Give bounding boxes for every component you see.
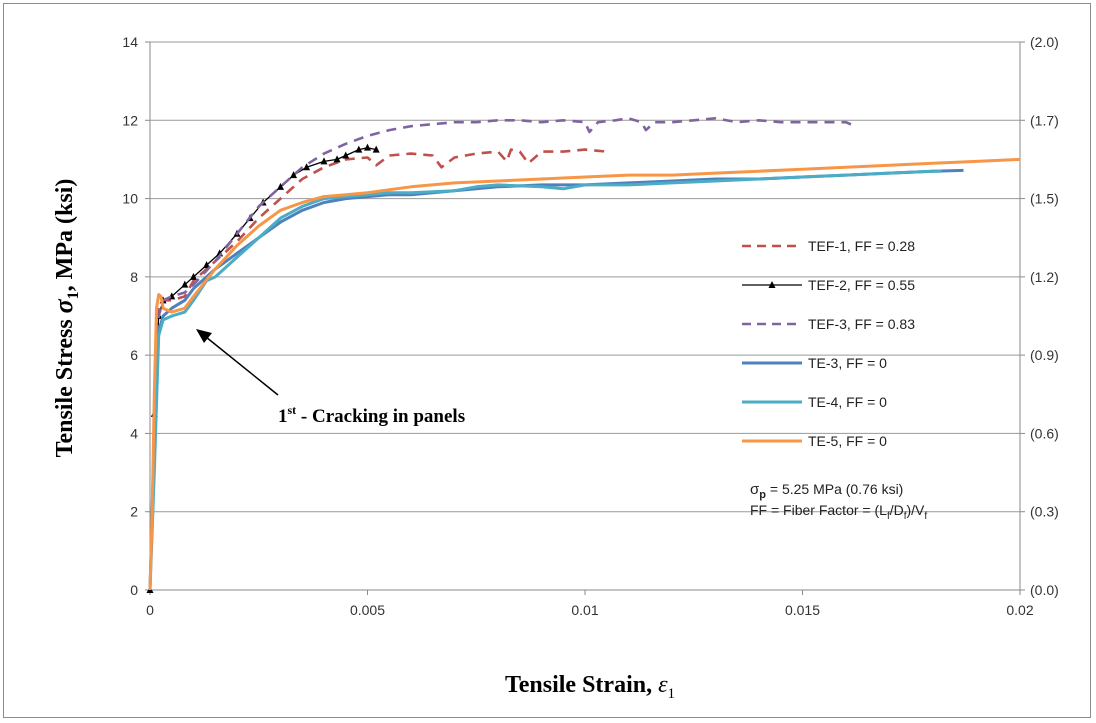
legend-label-4: TE-3, FF = 0 [808,355,887,371]
y2-tick-label: (0.6) [1030,425,1059,441]
note-sub-df: f [904,511,907,522]
axes: 0 (0.0)2 (0.3)4 (0.6)6 (0.9)8 (1.2)10 (1.5)12(… [122,34,1058,618]
x-axis-subscript: 1 [668,686,676,702]
legend-label-5: TE-4, FF = 0 [808,394,887,410]
series-2-point [372,145,380,153]
legend-label-6: TE-5, FF = 0 [808,433,887,449]
x-tick-label: 0 [146,602,154,618]
note-line-1-text: = 5.25 MPa (0.76 ksi) [766,481,903,497]
series-line-6 [148,157,1021,591]
y-axis-title-text: Tensile Stress [52,319,78,457]
series-2-point [303,163,311,171]
annotation-superscript: st [288,403,297,417]
x-axis-title: Tensile Strain, ε1 [505,672,675,702]
x-axis-title-text: Tensile Strain, [505,672,652,698]
note-ff-prefix: FF = Fiber Factor = (L [750,502,887,518]
y2-tick-label: (1.2) [1030,269,1059,285]
fiber-factor-note: σp = 5.25 MPa (0.76 ksi) FF = Fiber Fact… [750,481,927,522]
series-2-point [333,155,341,163]
legend-label-1: TEF-1, FF = 0.28 [808,238,915,254]
y-tick-label: 14 [122,34,138,50]
x-tick-label: 0.01 [571,602,598,618]
note-line-2: FF = Fiber Factor = (Lf/Df)/Vf [750,502,927,522]
series-2-point [320,157,328,165]
y-tick-label: 2 [130,504,138,520]
note-ff-mid1: /D [890,502,904,518]
y2-tick-label: (1.5) [1030,191,1059,207]
note-sub-lf: f [887,511,890,522]
legend-label-2: TEF-2, FF = 0.55 [808,277,915,293]
series-2-point [342,151,350,159]
series-line-1 [148,148,607,591]
series-2-point [364,143,371,151]
note-sigma: σ [750,481,760,498]
annotation-number: 1 [278,406,288,427]
y-tick-label: 6 [130,347,138,363]
note-sigma-sub: p [759,489,766,501]
series-2-point [355,145,363,153]
y2-tick-label: (0.3) [1030,504,1059,520]
series-2-point [203,261,211,269]
x-tick-label: 0.02 [1006,602,1033,618]
y2-tick-label: (1.7) [1030,112,1059,128]
note-sub-vf: f [924,511,927,522]
annotation-label: - Cracking in panels [296,406,465,427]
legend: TEF-1, FF = 0.28 TEF-2, FF = 0.55 TEF-3, F… [742,238,915,449]
y2-tick-label: (0.9) [1030,347,1059,363]
series-2-point [190,272,197,280]
y-tick-label: 0 [130,582,138,598]
x-tick-label: 0.015 [785,602,820,618]
note-line-1: σp = 5.25 MPa (0.76 ksi) [750,481,903,501]
annotation-arrow-line [205,336,279,396]
x-tick-label: 0.005 [350,602,385,618]
series-line-4 [148,168,964,591]
y-axis-symbol: σ [49,298,78,313]
series-2-point [290,171,298,179]
series-layer [146,117,1021,593]
legend-marker-2 [768,281,776,288]
y-axis-subscript: 1 [65,291,82,299]
x-axis-symbol: ε [658,672,668,698]
legend-label-3: TEF-3, FF = 0.83 [808,316,915,332]
y-tick-label: 4 [130,425,138,441]
annotation-text: 1st - Cracking in panels [278,403,465,427]
y-tick-label: 12 [122,112,138,128]
y2-tick-label: (0.0) [1030,582,1059,598]
y-axis-title: Tensile Stress σ1, MPa (ksi) [49,179,82,458]
series-line-5 [148,169,942,591]
y-tick-label: 8 [130,269,138,285]
series-line-3 [148,117,856,591]
y-tick-label: 10 [122,191,138,207]
series-2-point [181,280,189,288]
y2-tick-label: (2.0) [1030,34,1059,50]
y-axis-units: , MPa (ksi) [52,179,78,292]
series-2-point [277,182,284,190]
note-ff-mid2: )/V [907,502,926,518]
annotation-arrowhead [196,329,212,343]
cracking-annotation: 1st - Cracking in panels [196,329,465,427]
